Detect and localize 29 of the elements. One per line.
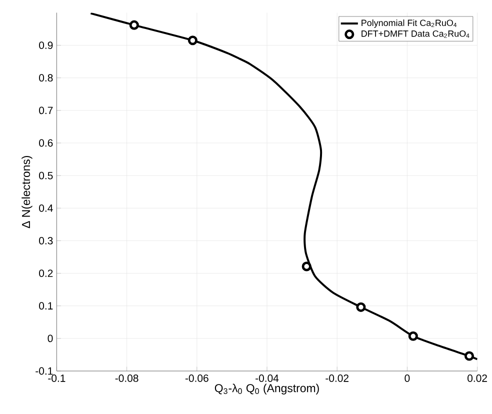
line-series [90,12,478,360]
x-tick-label: -0.06 [185,374,208,382]
y-tick-label: 0.3 [39,237,53,244]
point [408,331,418,341]
y-tick-label: 0.5 [39,172,53,180]
y-tick-label: 0.2 [39,270,53,277]
x-tick-label: -0.04 [256,374,279,382]
y-tick-label: 0.6 [39,139,53,147]
y-tick-label: 0.7 [39,106,53,114]
point [188,36,198,46]
x-tick-label: -0.1 [48,374,66,382]
legend-label: Polynomial Fit Ca$_{2}$RuO$_{4}$ [362,19,457,28]
x-tick-label: -0.02 [326,374,348,382]
y-tick-label: 0.9 [39,42,53,49]
x-tick-label: 0.02 [468,374,487,382]
y-tick-label: 0 [48,334,53,342]
point [356,302,366,312]
y-tick-label: 0.8 [39,74,53,82]
y-tick-label: 0.1 [39,302,53,310]
x-tick-label: 0 [404,374,410,382]
x-tick-label: -0.08 [115,374,138,382]
legend-label: DFT+DMFT Data Ca$_{2}$RuO$_{4}$ [362,30,470,38]
point [464,351,474,361]
point [129,20,139,30]
x-axis-title: Q$_{3}$-λ$_{0}$ Q$_{0}$ (Angstrom) [214,384,319,394]
y-axis-title: Δ N(electrons) [22,156,32,228]
y-tick-label: -0.1 [36,367,53,375]
point [302,262,312,272]
y-tick-label: 0.4 [39,204,53,212]
